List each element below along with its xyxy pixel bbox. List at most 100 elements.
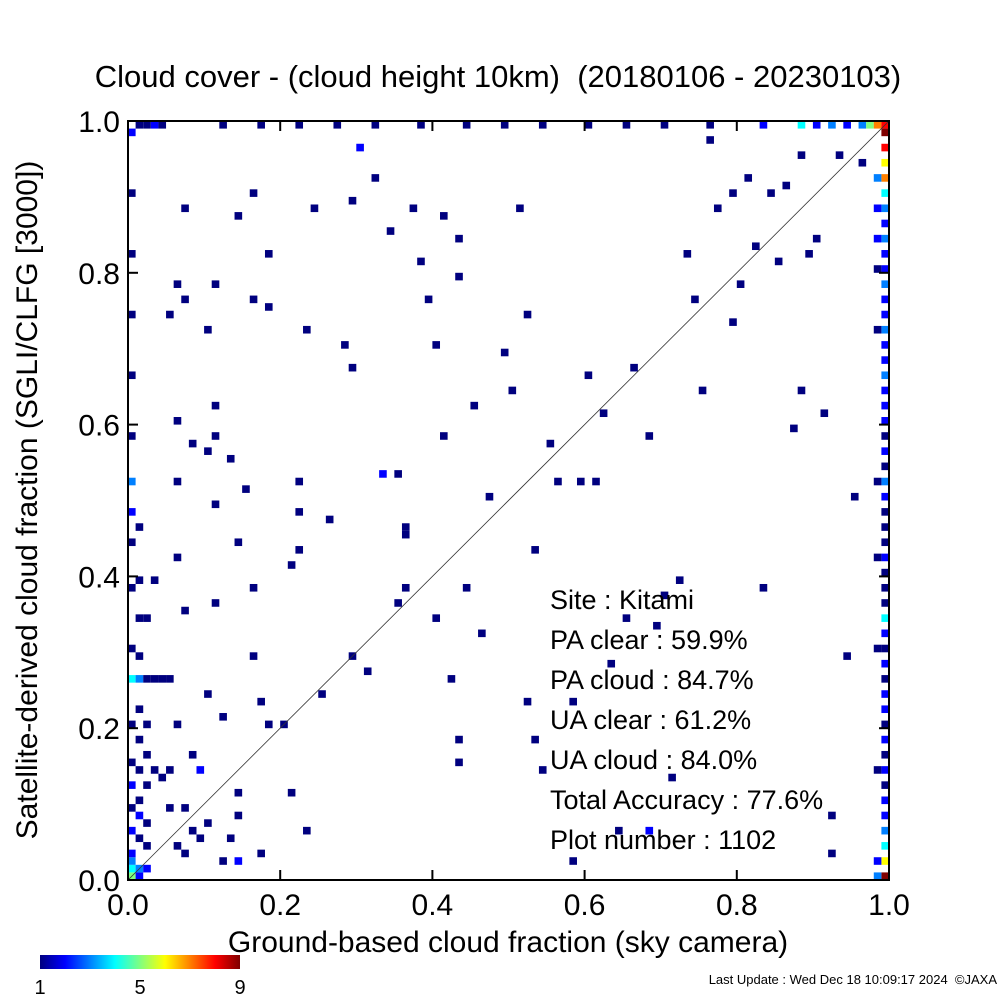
heatmap-cell: [128, 508, 136, 516]
heatmap-cell: [873, 265, 882, 273]
heatmap-cell: [828, 811, 836, 820]
heatmap-cell: [394, 470, 402, 478]
heatmap-cell: [531, 735, 539, 744]
heatmap-cell: [554, 477, 562, 486]
heatmap-cell: [173, 477, 182, 486]
heatmap-cell: [455, 272, 463, 281]
heatmap-cell: [881, 811, 889, 820]
heatmap-cell: [881, 325, 889, 334]
heatmap-cell: [873, 121, 882, 129]
heatmap-cell: [774, 257, 783, 266]
heatmap-cell: [622, 614, 631, 622]
colorbar-tick-label: 5: [134, 977, 145, 999]
heatmap-cell: [835, 151, 844, 159]
heatmap-cell: [523, 310, 532, 319]
heatmap-cell: [128, 826, 136, 835]
heatmap-cell: [881, 842, 889, 850]
heatmap-cell: [881, 432, 889, 440]
heatmap-cell: [531, 546, 539, 554]
heatmap-cell: [303, 325, 311, 334]
heatmap-cell: [759, 121, 768, 129]
heatmap-cell: [881, 538, 889, 547]
heatmap-cell: [173, 280, 182, 288]
heatmap-cell: [843, 652, 851, 660]
heatmap-cell: [150, 576, 159, 584]
heatmap-cell: [204, 690, 212, 698]
heatmap-cell: [881, 750, 889, 759]
heatmap-cell: [881, 174, 889, 182]
heatmap-cell: [881, 219, 889, 228]
heatmap-cell: [873, 477, 882, 486]
heatmap-cell: [881, 204, 889, 213]
heatmap-cell: [295, 477, 304, 486]
heatmap-cell: [546, 439, 555, 448]
heatmap-cell: [873, 872, 882, 880]
heatmap-cell: [401, 583, 410, 592]
heatmap-cell: [455, 234, 463, 243]
heatmap-cell: [204, 325, 212, 334]
heatmap-cell: [660, 121, 669, 129]
heatmap-cell: [249, 583, 258, 592]
colorbar-tick-label: 9: [234, 977, 245, 999]
heatmap-cell: [873, 857, 882, 865]
heatmap-cell: [128, 644, 136, 653]
heatmap-cell: [881, 599, 889, 607]
heatmap-cell: [226, 454, 235, 463]
heatmap-cell: [881, 675, 889, 683]
heatmap-cell: [143, 750, 151, 759]
heatmap-cell: [767, 189, 775, 197]
y-tick-label: 1.0: [78, 106, 120, 139]
heatmap-cell: [135, 735, 144, 744]
y-tick-label: 0.4: [78, 561, 120, 594]
heatmap-cell: [706, 136, 714, 144]
stats-line: UA cloud : 84.0%: [550, 745, 757, 775]
heatmap-cell: [584, 121, 593, 129]
heatmap-cell: [706, 121, 714, 129]
heatmap-cell: [128, 371, 136, 380]
heatmap-cell: [409, 204, 418, 213]
heatmap-cell: [295, 508, 304, 516]
heatmap-cell: [303, 826, 311, 835]
heatmap-cell: [881, 766, 889, 774]
y-tick-label: 0.8: [78, 258, 120, 291]
chart-title: Cloud cover - (cloud height 10km) (20180…: [95, 59, 901, 94]
heatmap-cell: [211, 432, 220, 440]
heatmap-cell: [881, 143, 889, 152]
heatmap-cell: [782, 181, 791, 190]
heatmap-cell: [805, 250, 813, 258]
heatmap-cell: [881, 310, 889, 319]
heatmap-cell: [881, 417, 889, 425]
heatmap-cell: [196, 834, 205, 843]
heatmap-cell: [333, 121, 342, 129]
heatmap-cell: [257, 697, 265, 706]
heatmap-cell: [158, 675, 167, 683]
heatmap-cell: [462, 121, 471, 129]
heatmap-cell: [850, 492, 859, 501]
heatmap-cell: [881, 158, 889, 167]
heatmap-cell: [691, 295, 699, 304]
heatmap-cell: [143, 675, 151, 683]
heatmap-cell: [881, 857, 889, 865]
heatmap-cell: [881, 872, 889, 880]
heatmap-cell: [516, 204, 524, 213]
heatmap-cell: [143, 720, 151, 729]
heatmap-cell: [295, 546, 304, 554]
colorbar-tick-label: 1: [34, 977, 45, 999]
heatmap-cell: [394, 599, 402, 607]
heatmap-cell: [881, 477, 889, 486]
heatmap-cell: [135, 766, 144, 774]
heatmap-cell: [234, 212, 243, 220]
heatmap-cell: [143, 781, 151, 789]
y-tick-label: 0.6: [78, 410, 120, 443]
heatmap-cell: [128, 250, 136, 258]
heatmap-cell: [881, 356, 889, 364]
heatmap-cell: [569, 697, 577, 706]
heatmap-cell: [417, 121, 425, 129]
heatmap-cell: [820, 409, 829, 418]
heatmap-cell: [881, 462, 889, 471]
heatmap-cell: [797, 386, 806, 395]
heatmap-cell: [166, 804, 174, 812]
heatmap-cell: [128, 432, 136, 440]
heatmap-cell: [881, 295, 889, 304]
heatmap-cell: [211, 280, 220, 288]
